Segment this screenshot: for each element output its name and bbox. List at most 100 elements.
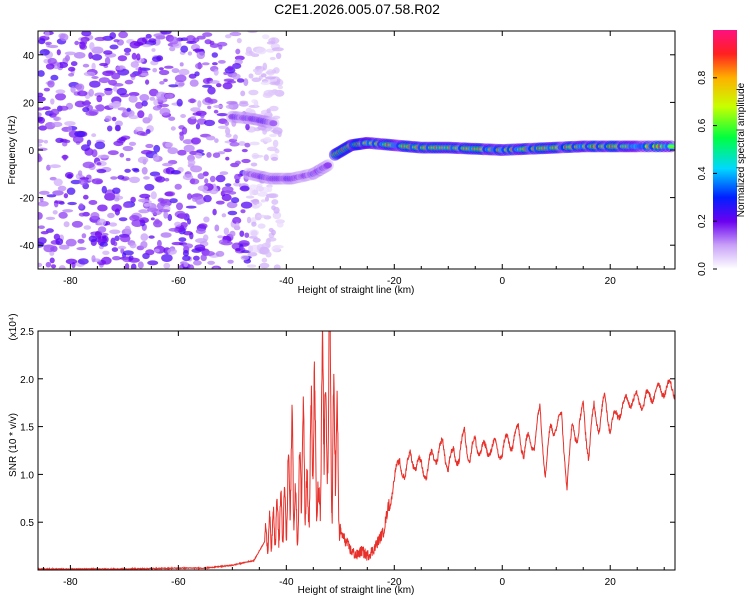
noise-blob bbox=[66, 187, 76, 195]
noise-blob bbox=[245, 195, 255, 199]
noise-blob bbox=[145, 143, 154, 149]
noise-blob bbox=[58, 211, 68, 219]
noise-blob bbox=[257, 214, 268, 218]
colorbar: 0.0 0.2 0.4 0.6 0.8 Normalized spectral ampl… bbox=[697, 30, 747, 276]
noise-blob bbox=[257, 223, 266, 229]
y-tick-label: 0 bbox=[28, 146, 34, 157]
noise-blob bbox=[218, 60, 226, 64]
noise-blob bbox=[217, 235, 224, 239]
noise-blob bbox=[195, 63, 203, 69]
noise-blob bbox=[143, 176, 150, 180]
noise-blob bbox=[212, 208, 217, 216]
noise-blob bbox=[149, 96, 156, 101]
noise-blob bbox=[126, 107, 131, 112]
noise-blob bbox=[213, 104, 224, 109]
noise-blob bbox=[55, 89, 66, 94]
noise-blob bbox=[39, 196, 44, 203]
noise-blob bbox=[195, 152, 203, 159]
noise-blob bbox=[77, 90, 88, 97]
noise-blob bbox=[197, 185, 209, 192]
noise-blob bbox=[55, 238, 64, 246]
noise-blob bbox=[135, 101, 144, 109]
noise-blob bbox=[241, 158, 251, 164]
noise-blob bbox=[160, 232, 172, 238]
noise-blob bbox=[178, 82, 185, 87]
y-tick-label: 1.5 bbox=[20, 423, 34, 434]
noise-blob bbox=[219, 171, 229, 176]
noise-blob bbox=[57, 185, 67, 192]
noise-blob bbox=[257, 192, 269, 197]
noise-blob bbox=[211, 52, 218, 58]
noise-blob bbox=[260, 81, 271, 86]
noise-blob bbox=[215, 200, 225, 205]
snr-frame bbox=[37, 330, 676, 571]
noise-blob bbox=[209, 43, 220, 48]
noise-blob bbox=[44, 31, 50, 38]
noise-blob bbox=[182, 255, 191, 262]
noise-blob bbox=[248, 89, 259, 96]
snr-background bbox=[38, 331, 675, 570]
noise-blob bbox=[251, 204, 260, 209]
noise-blob bbox=[159, 107, 171, 116]
noise-blob bbox=[45, 261, 52, 268]
noise-blob bbox=[151, 48, 156, 52]
noise-blob bbox=[74, 100, 86, 108]
y-tick-label: 20 bbox=[23, 98, 35, 109]
branch-core bbox=[269, 120, 278, 127]
spectrogram-panel: -80 -60 -40 -20 0 20 -40 -20 0 20 40 Height of st… bbox=[7, 30, 676, 296]
noise-blob bbox=[85, 111, 98, 116]
noise-blob bbox=[138, 198, 149, 203]
noise-blob bbox=[109, 229, 121, 235]
noise-blob bbox=[145, 79, 150, 85]
noise-blob bbox=[63, 221, 70, 228]
noise-blob bbox=[70, 179, 82, 185]
noise-blob bbox=[180, 45, 189, 53]
noise-blob bbox=[151, 56, 162, 62]
noise-blob bbox=[255, 186, 264, 192]
noise-blob bbox=[227, 65, 234, 71]
noise-blob bbox=[187, 218, 191, 225]
noise-blob bbox=[209, 80, 220, 84]
noise-blob bbox=[161, 254, 173, 262]
noise-blob bbox=[90, 212, 100, 220]
noise-blob bbox=[129, 176, 140, 183]
noise-blob bbox=[238, 141, 246, 146]
noise-blob bbox=[91, 46, 104, 54]
noise-blob bbox=[43, 87, 51, 92]
noise-blob bbox=[245, 50, 255, 57]
noise-blob bbox=[216, 113, 228, 117]
x-tick-label: 20 bbox=[605, 577, 617, 588]
noise-blob bbox=[203, 234, 209, 242]
noise-blob bbox=[226, 201, 238, 209]
noise-blob bbox=[38, 92, 44, 97]
noise-blob bbox=[124, 263, 130, 269]
y-tick-label: 1.0 bbox=[20, 470, 34, 481]
noise-blob bbox=[250, 162, 258, 167]
noise-blob bbox=[86, 139, 92, 146]
noise-blob bbox=[82, 63, 90, 68]
snr-y-ticks: 0.5 1.0 1.5 2.0 2.5 bbox=[20, 327, 675, 529]
noise-blob bbox=[187, 98, 197, 104]
noise-blob bbox=[138, 66, 143, 75]
noise-blob bbox=[58, 244, 70, 250]
noise-blob bbox=[224, 121, 230, 126]
noise-blob bbox=[114, 235, 120, 242]
colorbar-ticks: 0.0 0.2 0.4 0.6 0.8 bbox=[697, 70, 717, 276]
noise-blob bbox=[268, 193, 279, 199]
noise-blob bbox=[271, 156, 278, 161]
noise-blob bbox=[88, 200, 98, 205]
branch-peak bbox=[667, 144, 675, 148]
noise-blob bbox=[271, 205, 276, 211]
noise-blob bbox=[101, 185, 108, 194]
noise-blob bbox=[108, 222, 118, 227]
noise-blob bbox=[213, 69, 219, 76]
noise-blob bbox=[38, 143, 43, 147]
noise-blob bbox=[212, 62, 218, 66]
noise-blob bbox=[217, 41, 228, 47]
noise-blob bbox=[227, 80, 237, 84]
noise-blob bbox=[59, 33, 69, 42]
noise-blob bbox=[187, 159, 196, 166]
x-tick-label: -80 bbox=[63, 276, 78, 287]
noise-blob bbox=[129, 40, 141, 49]
x-tick-label: -40 bbox=[279, 276, 294, 287]
